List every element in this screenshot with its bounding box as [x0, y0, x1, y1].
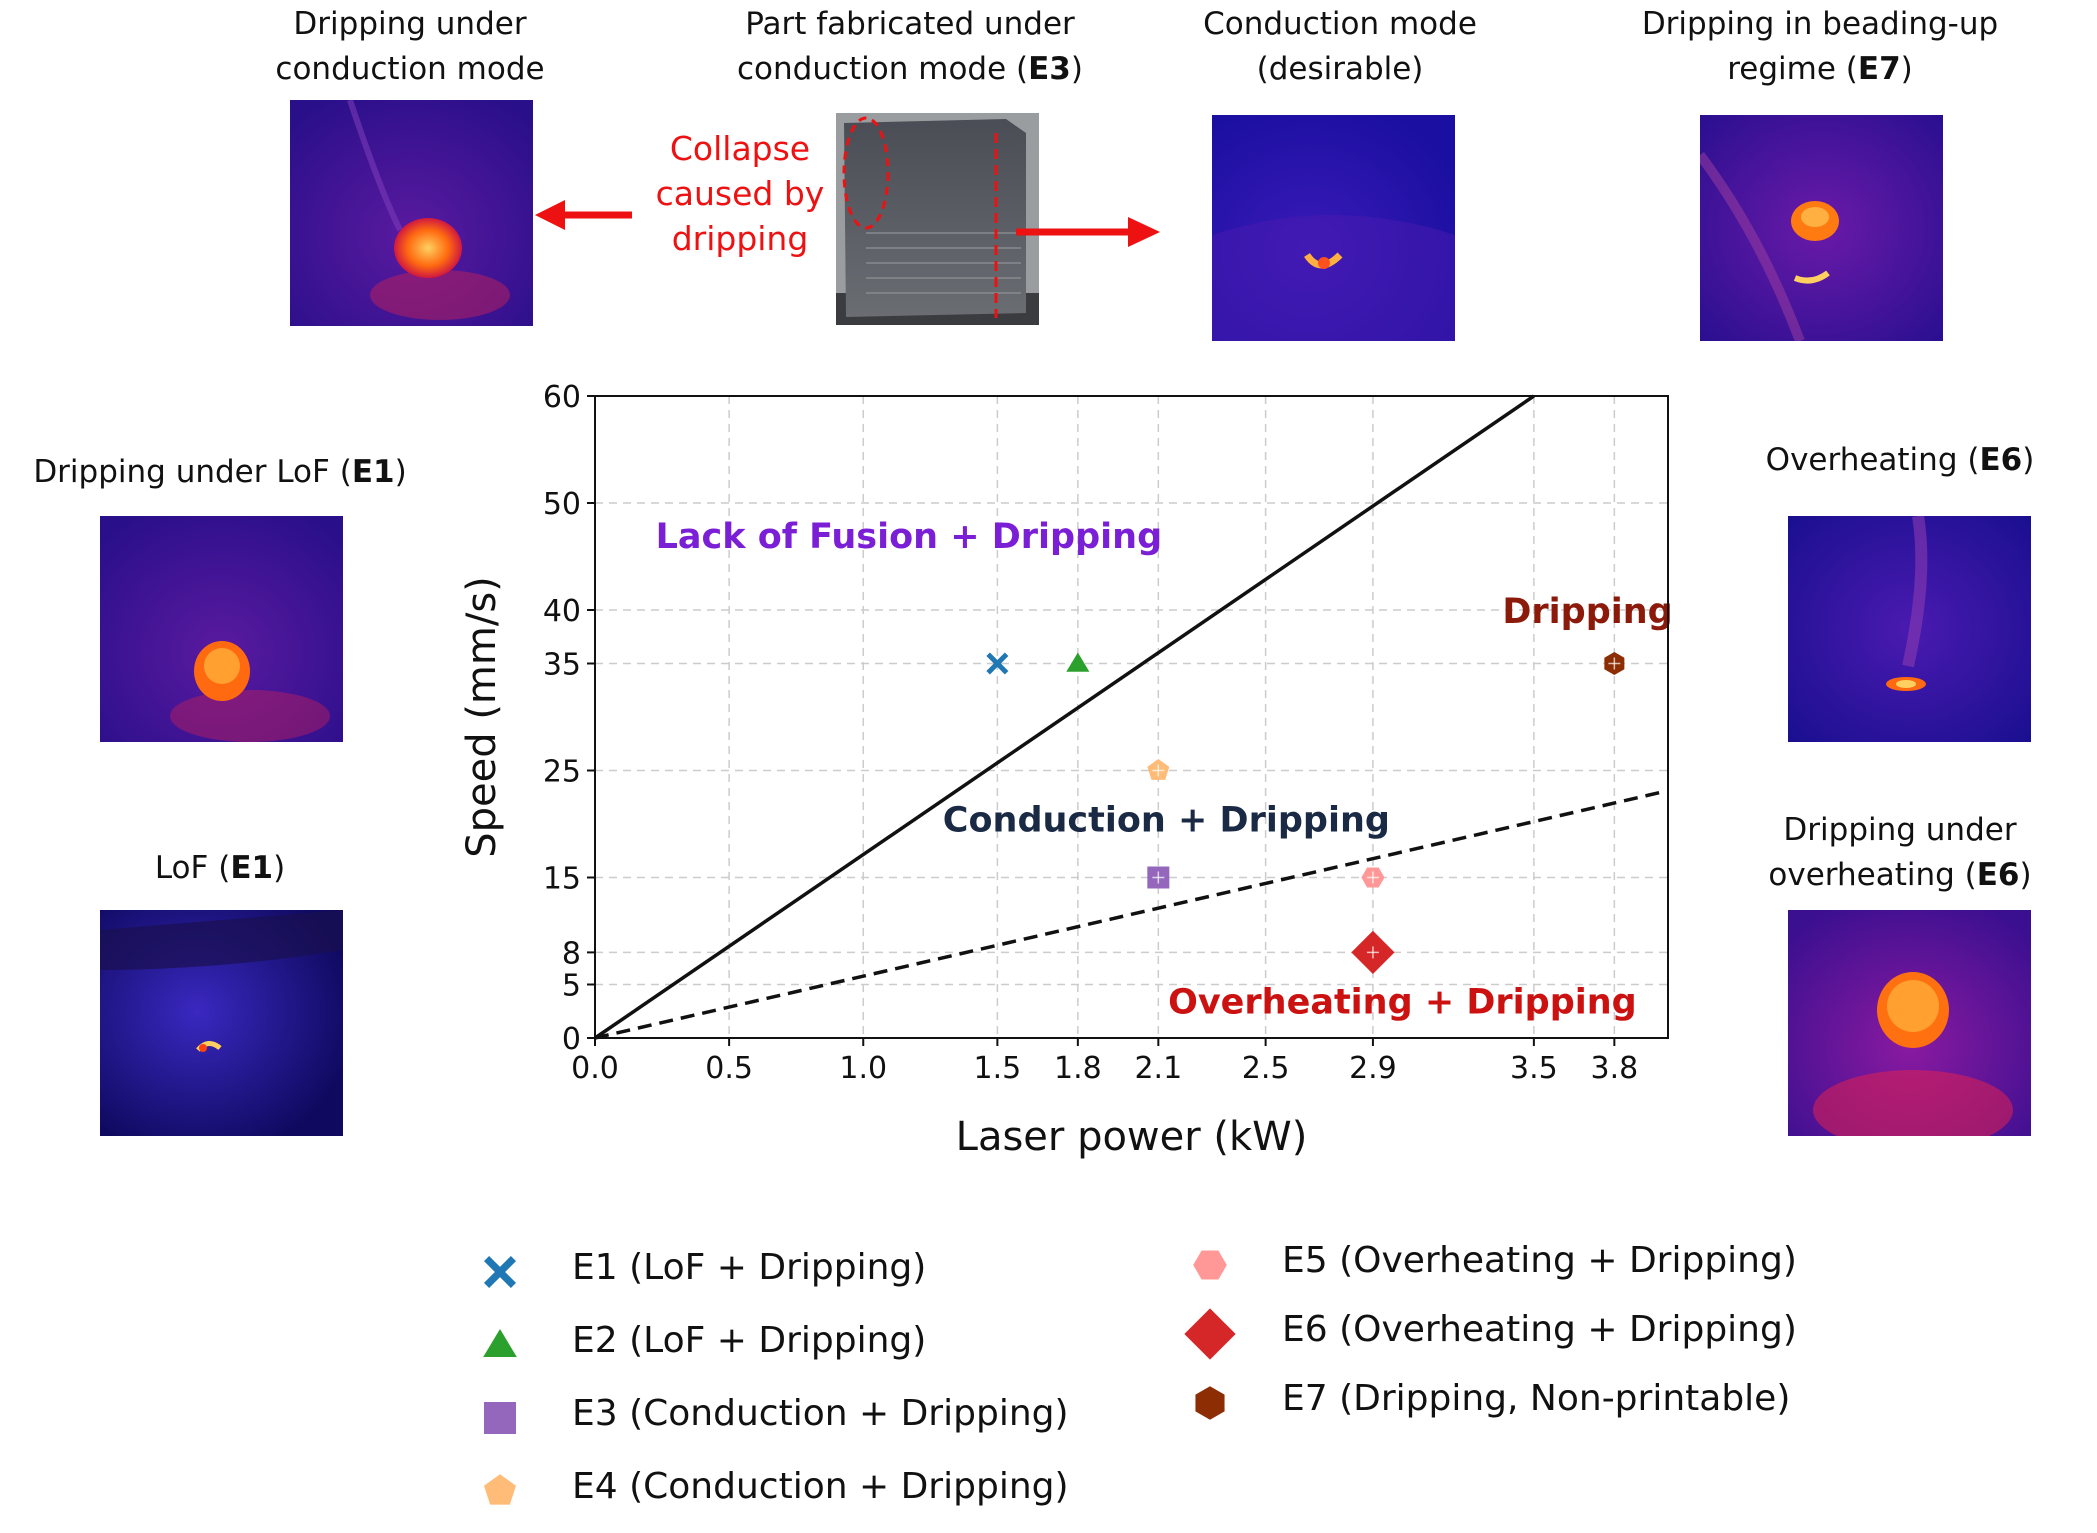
thermal-image-drip-beading — [1700, 115, 1943, 341]
collapse-annotation: Collapse caused by dripping — [655, 129, 825, 258]
legend-marker-e7 — [1195, 1386, 1225, 1420]
legend-marker-shape-e4 — [484, 1474, 516, 1505]
legend-item-e5: E5 (Overheating + Dripping) — [1282, 1240, 1797, 1281]
x-tick-label-9: 3.8 — [1590, 1051, 1638, 1086]
caption-drip-beading: Dripping in beading-up regime (E7) — [1641, 6, 1999, 87]
data-point-e3 — [1147, 866, 1170, 889]
y-tick-label-6: 40 — [543, 594, 581, 629]
caption-lof: LoF (E1) — [154, 850, 286, 886]
thermal-image-overheating — [1788, 516, 2031, 742]
legend-marker-shape-e2 — [483, 1329, 517, 1357]
y-tick-label-5: 35 — [543, 648, 581, 683]
x-tick-label-5: 2.1 — [1134, 1051, 1182, 1086]
y-tick-label-2: 8 — [562, 936, 581, 971]
legend-marker-shape-e5 — [1193, 1250, 1227, 1280]
data-point-e7 — [1604, 651, 1625, 676]
caption-drip-overheating: Dripping under overheating (E6) — [1768, 812, 2032, 893]
arrow-right — [1016, 217, 1160, 247]
x-tick-label-1: 0.5 — [705, 1051, 753, 1086]
region-label-2: Overheating + Dripping — [1168, 983, 1637, 1023]
caption-conduction-desirable: Conduction mode (desirable) — [1203, 6, 1477, 87]
y-axis-label: Speed (mm/s) — [459, 576, 505, 858]
arrows-layer — [535, 200, 1160, 247]
legend-item-e3: E3 (Conduction + Dripping) — [572, 1393, 1069, 1434]
y-tick-label-7: 50 — [543, 487, 581, 522]
y-tick-label-8: 60 — [543, 380, 581, 415]
legend-item-e2: E2 (LoF + Dripping) — [572, 1320, 927, 1361]
y-tick-label-4: 25 — [543, 755, 581, 790]
data-point-e1 — [986, 652, 1009, 675]
legend-item-e6: E6 (Overheating + Dripping) — [1282, 1309, 1797, 1350]
thermal-image-drip-conduction — [290, 100, 533, 326]
legend-marker-e1 — [484, 1256, 516, 1288]
data-point-e2 — [1066, 652, 1090, 672]
legend-marker-e6 — [1184, 1308, 1236, 1360]
plot-frame — [594, 395, 1669, 1039]
boundary-lines — [594, 394, 1664, 1040]
thermal-image-drip-overheating — [1788, 910, 2031, 1136]
legend-marker-e5 — [1193, 1250, 1227, 1280]
y-tick-label-1: 5 — [562, 969, 581, 1004]
thermal-image-drip-lof — [100, 516, 343, 742]
region-labels: Lack of Fusion + Dripping Conduction + Dr… — [656, 517, 1673, 1022]
legend-item-e1: E1 (LoF + Dripping) — [572, 1247, 927, 1288]
photo-part-e3 — [836, 113, 1039, 325]
legend-marker-e2 — [483, 1329, 517, 1357]
region-label-0: Lack of Fusion + Dripping — [656, 517, 1163, 557]
arrow-left — [535, 200, 632, 230]
thermal-image-conduction-desirable — [1212, 115, 1455, 341]
caption-drip-conduction: Dripping under conduction mode — [275, 6, 545, 87]
legend-marker-shape-e6 — [1184, 1308, 1236, 1360]
legend-marker-shape-e1 — [484, 1256, 516, 1288]
data-point-e6 — [1351, 930, 1395, 974]
boundary-line-dashed — [594, 790, 1664, 1040]
legend-item-e4: E4 (Conduction + Dripping) — [572, 1466, 1069, 1507]
y-tick-label-3: 15 — [543, 862, 581, 897]
x-axis-ticks: 0.0 0.5 1.0 1.5 1.8 2.1 2.5 2.9 3.5 3.8 — [571, 1038, 1638, 1086]
thermal-image-lof — [100, 910, 343, 1136]
data-points — [986, 651, 1625, 974]
region-label-1: Conduction + Dripping — [943, 801, 1390, 841]
legend-marker-shape-e3 — [484, 1402, 516, 1434]
caption-overheating: Overheating (E6) — [1765, 442, 2035, 478]
legend-marker-e4 — [484, 1474, 516, 1505]
x-tick-label-8: 3.5 — [1510, 1051, 1558, 1086]
x-tick-label-0: 0.0 — [571, 1051, 619, 1086]
legend-item-e7: E7 (Dripping, Non-printable) — [1282, 1378, 1791, 1419]
legend-marker-e3 — [484, 1402, 516, 1434]
x-axis-label: Laser power (kW) — [956, 1114, 1308, 1160]
region-label-3: Dripping — [1502, 592, 1672, 632]
data-point-e5 — [1361, 867, 1385, 888]
data-point-e4 — [1147, 758, 1170, 780]
x-tick-label-3: 1.5 — [974, 1051, 1022, 1086]
caption-part-e3: Part fabricated under conduction mode (E… — [737, 6, 1083, 87]
chart-grid — [594, 395, 1668, 1039]
x-tick-label-2: 1.0 — [839, 1051, 887, 1086]
caption-drip-lof: Dripping under LoF (E1) — [33, 454, 407, 490]
boundary-line-solid — [594, 394, 1535, 1040]
x-tick-label-4: 1.8 — [1054, 1051, 1102, 1086]
x-tick-label-7: 2.9 — [1349, 1051, 1397, 1086]
y-axis-ticks: 0 58 15 25 35 40 50 60 — [543, 380, 595, 1057]
legend-marker-shape-e7 — [1195, 1386, 1225, 1420]
x-tick-label-6: 2.5 — [1242, 1051, 1290, 1086]
y-tick-label-0: 0 — [562, 1022, 581, 1057]
